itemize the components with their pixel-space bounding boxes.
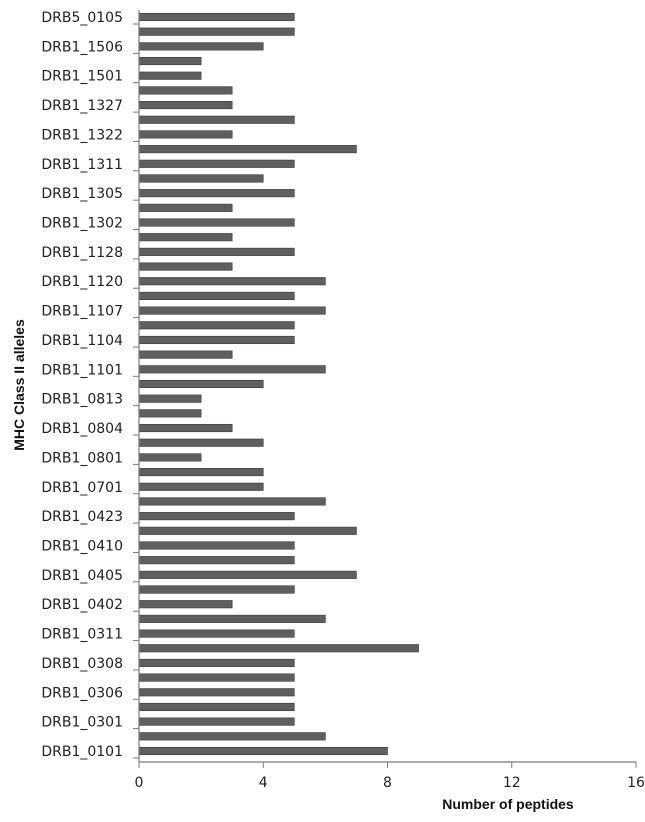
x-tick-label: 4: [259, 775, 268, 791]
bar: [138, 717, 295, 726]
bar: [138, 570, 357, 579]
x-axis-title: Number of peptides: [442, 796, 574, 812]
category-label: DRB1_0804: [41, 421, 123, 437]
bar: [138, 145, 357, 154]
bar: [138, 379, 264, 389]
category-label: DRB1_1506: [41, 39, 123, 55]
bar: [138, 629, 295, 638]
category-label: DRB1_0402: [41, 597, 123, 613]
category-label: DRB1_0410: [41, 538, 123, 554]
bar: [138, 277, 326, 286]
category-label: DRB1_1101: [41, 362, 123, 378]
bar: [138, 130, 233, 139]
y-axis-title: MHC Class II alleles: [11, 319, 27, 451]
category-label: DRB1_1327: [41, 98, 123, 114]
category-label: DRB1_0801: [41, 450, 123, 466]
category-label: DRB1_0306: [41, 685, 123, 701]
bar: [138, 203, 233, 212]
bar: [138, 42, 264, 51]
bar: [138, 600, 233, 609]
bar: [138, 526, 357, 535]
x-tick-label: 8: [383, 775, 392, 791]
bar: [138, 614, 326, 623]
category-label: DRB1_0301: [41, 715, 123, 731]
bar: [138, 688, 295, 697]
category-label: DRB1_1107: [41, 304, 123, 320]
category-label: DRB1_0308: [41, 656, 123, 672]
bar: [138, 644, 419, 653]
bar: [138, 453, 202, 462]
bar: [138, 394, 202, 403]
category-label: DRB1_0423: [41, 509, 123, 525]
bar: [138, 746, 388, 756]
bar: [138, 335, 295, 345]
category-label: DRB1_1120: [41, 274, 123, 290]
category-label: DRB1_0405: [41, 568, 123, 584]
bar: [138, 732, 326, 741]
bar: [138, 673, 295, 682]
bar: [138, 497, 326, 506]
category-label: DRB1_1501: [41, 69, 123, 85]
bar: [138, 438, 264, 447]
bar: [138, 585, 295, 594]
bar: [138, 218, 295, 227]
category-label: DRB1_1322: [41, 127, 123, 143]
bar: [138, 12, 295, 22]
bar: [138, 174, 264, 183]
bar: [138, 291, 295, 300]
bar: [138, 541, 295, 550]
bar: [138, 233, 233, 242]
bar: [138, 56, 202, 66]
category-label: DRB1_1311: [41, 157, 123, 173]
bar: [138, 702, 295, 712]
bars-group: [138, 12, 419, 756]
category-label: DRB1_0311: [41, 627, 123, 643]
bar: [138, 159, 295, 168]
bar: [138, 247, 295, 256]
bar: [138, 409, 202, 418]
bar: [138, 262, 233, 271]
bar: [138, 321, 295, 330]
bar: [138, 482, 264, 491]
bar: [138, 101, 233, 110]
category-label: DRB1_1302: [41, 216, 123, 232]
bar: [138, 658, 295, 667]
x-tick-label: 12: [503, 775, 521, 791]
bar: [138, 86, 233, 95]
bar: [138, 27, 295, 36]
category-label: DRB1_1104: [41, 333, 123, 349]
x-axis-ticks: 0 4 8 12 16: [135, 762, 645, 791]
bar: [138, 71, 202, 80]
bar: [138, 306, 326, 315]
category-label: DRB1_0101: [41, 744, 123, 760]
bar: [138, 512, 295, 521]
bar: [138, 350, 233, 359]
bar: [138, 115, 295, 124]
category-label: DRB1_0701: [41, 480, 123, 496]
bar: [138, 365, 326, 374]
x-tick-label: 0: [135, 775, 144, 791]
x-tick-label: 16: [627, 775, 645, 791]
category-label: DRB1_0813: [41, 392, 123, 408]
category-labels: DRB5_0105 DRB1_1506 DRB1_1501 DRB1_1327 DRB1…: [41, 10, 139, 760]
category-label: DRB5_0105: [41, 10, 123, 26]
category-label: DRB1_1305: [41, 186, 123, 202]
bar: [138, 468, 264, 477]
category-label: DRB1_1128: [41, 245, 123, 261]
bar: [138, 556, 295, 565]
bar: [138, 423, 233, 433]
bar: [138, 189, 295, 198]
